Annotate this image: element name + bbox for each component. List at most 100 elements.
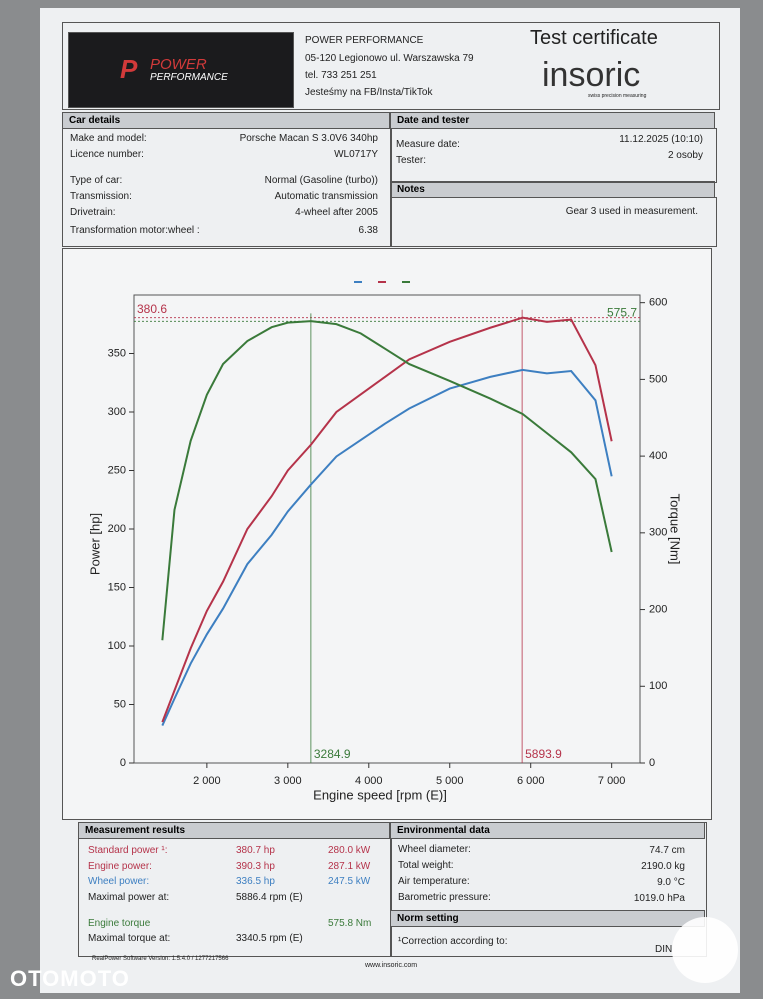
field-value: 4-wheel after 2005 — [295, 207, 378, 218]
field-value: 380.7 hp — [236, 845, 275, 856]
field-value: 74.7 cm — [649, 845, 685, 856]
y-tick-label: 350 — [108, 347, 126, 359]
marker-y-label: 380.6 — [137, 302, 167, 316]
watermark: OTOMOTO — [10, 966, 130, 991]
chart-box — [62, 248, 712, 820]
field-label: Barometric pressure: — [398, 892, 491, 903]
field-value: 2190.0 kg — [641, 861, 685, 872]
field-label: Make and model: — [70, 133, 147, 144]
marker-x-label: 5893.9 — [525, 747, 562, 761]
x-tick-label: 6 000 — [517, 775, 545, 787]
field-label: Engine power: — [88, 861, 152, 872]
field-label: Tester: — [396, 155, 427, 166]
y-tick-label: 50 — [114, 698, 126, 710]
field-label: Wheel power: — [88, 876, 150, 887]
x-tick-label: 2 000 — [193, 775, 221, 787]
y2-tick-label: 600 — [649, 297, 667, 309]
series-line — [161, 320, 613, 641]
field-label: Licence number: — [70, 149, 144, 160]
x-tick-label: 5 000 — [436, 775, 464, 787]
y-tick-label: 0 — [120, 757, 126, 769]
plot-area — [133, 294, 641, 764]
field-label: Standard power ¹: — [88, 845, 168, 856]
field-label: Measure date: — [396, 139, 460, 150]
section-title: Measurement results — [78, 822, 390, 839]
footer-site: www.insoric.com — [365, 962, 418, 969]
car-box — [62, 128, 392, 247]
field-value: 9.0 °C — [657, 877, 685, 888]
field-label: Transformation motor:wheel : — [70, 225, 200, 236]
address: Jesteśmy na FB/Insta/TikTok — [305, 87, 433, 98]
logo-box — [68, 32, 294, 108]
field-value: 3340.5 rpm (E) — [236, 933, 303, 944]
section-title: Car details — [62, 112, 390, 129]
field-value: 390.3 hp — [236, 861, 275, 872]
y-tick-label: 100 — [108, 640, 126, 652]
y-tick-label: 150 — [108, 581, 126, 593]
address: 05-120 Legionowo ul. Warszawska 79 — [305, 53, 474, 64]
section-title: Norm setting — [390, 910, 705, 927]
y2-tick-label: 300 — [649, 527, 667, 539]
logo-bottom: PERFORMANCE — [150, 72, 228, 83]
marker-x-label: 3284.9 — [314, 747, 351, 761]
field-value: Porsche Macan S 3.0V6 340hp — [239, 133, 378, 144]
chart: Engine speed [rpm (E)] Power [hp] Torque… — [87, 281, 683, 802]
brand-tagline: swiss precision measuring — [588, 93, 647, 99]
field-label: Maximal power at: — [88, 892, 170, 903]
header-box — [62, 22, 720, 110]
field-label: Maximal torque at: — [88, 933, 171, 944]
scan-button[interactable] — [672, 917, 738, 983]
certificate-title: Test certificate — [530, 27, 658, 49]
norm-label: ¹Correction according to: — [398, 936, 508, 947]
field-label: Air temperature: — [398, 876, 470, 887]
y2-tick-label: 100 — [649, 680, 667, 692]
x-tick-label: 7 000 — [598, 775, 626, 787]
notes-box — [390, 197, 717, 247]
y-tick-label: 300 — [108, 406, 126, 418]
footer-version: RealPower Software Version: 1.5.4.0 / 12… — [92, 956, 229, 962]
norm-value: DIN — [655, 944, 673, 955]
field-value: WL0717Y — [334, 149, 378, 160]
field-label: Total weight: — [398, 860, 454, 871]
field-value: 5886.4 rpm (E) — [236, 892, 303, 903]
field-value: 575.8 Nm — [328, 918, 372, 929]
field-value: 11.12.2025 (10:10) — [619, 134, 703, 145]
y2-tick-label: 0 — [649, 757, 655, 769]
field-value: 6.38 — [358, 225, 378, 236]
field-value: 247.5 kW — [328, 876, 371, 887]
field-label: Wheel diameter: — [398, 844, 471, 855]
field-value: 287.1 kW — [328, 861, 371, 872]
address: tel. 733 251 251 — [305, 70, 377, 81]
marker-y-label: 575.7 — [607, 305, 637, 319]
field-label: Transmission: — [70, 191, 132, 202]
series-line — [161, 368, 613, 726]
field-value: 280.0 kW — [328, 845, 371, 856]
field-label: Drivetrain: — [70, 207, 116, 218]
tester-box — [390, 128, 717, 183]
y2-tick-label: 200 — [649, 603, 667, 615]
logo-top: POWER — [150, 56, 207, 73]
y2-tick-label: 400 — [649, 450, 667, 462]
y2-tick-label: 500 — [649, 373, 667, 385]
brand: insoric — [542, 56, 641, 94]
company: POWER PERFORMANCE — [305, 35, 424, 46]
y-tick-label: 250 — [108, 464, 126, 476]
field-value: 336.5 hp — [236, 876, 275, 887]
field-label: Engine torque — [88, 918, 151, 929]
y-tick-label: 200 — [108, 523, 126, 535]
field-label: Type of car: — [70, 175, 123, 186]
x-tick-label: 3 000 — [274, 775, 302, 787]
x-axis-label: Engine speed [rpm (E)] — [313, 787, 447, 802]
field-value: Normal (Gasoline (turbo)) — [264, 175, 378, 186]
series-line — [161, 316, 613, 723]
section-title: Environmental data — [390, 822, 705, 839]
field-value: 1019.0 hPa — [633, 893, 685, 904]
y-axis-label: Power [hp] — [87, 513, 102, 575]
field-value: Automatic transmission — [274, 191, 378, 202]
y2-axis-label: Torque [Nm] — [668, 494, 683, 565]
logo-icon: P — [120, 54, 138, 84]
notes-text: Gear 3 used in measurement. — [565, 206, 698, 217]
field-value: 2 osoby — [667, 150, 703, 161]
section-title: Date and tester — [390, 112, 715, 129]
